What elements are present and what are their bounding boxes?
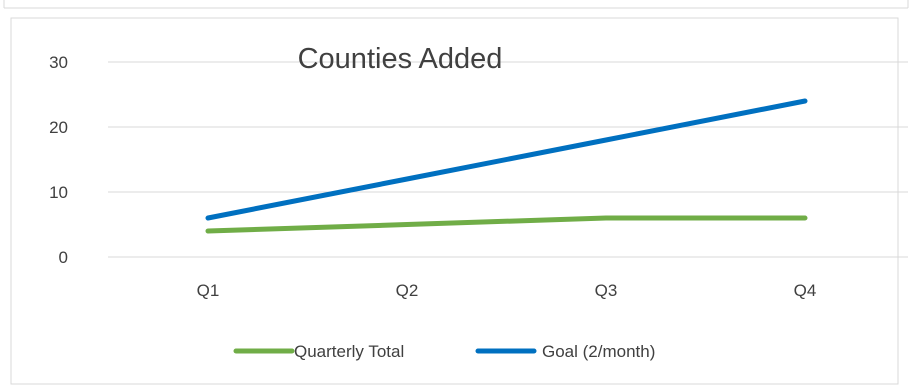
y-tick-label-30: 30 (49, 53, 68, 72)
x-tick-label-q2: Q2 (396, 281, 419, 300)
x-axis-tick-labels: Q1 Q2 Q3 Q4 (197, 281, 817, 300)
series-line-quarterly-total (205, 215, 808, 234)
chart-frame (10, 17, 899, 385)
chart-title: Counties Added (298, 43, 503, 75)
y-tick-label-10: 10 (49, 183, 68, 202)
y-tick-label-0: 0 (59, 248, 68, 267)
legend: Quarterly Total Goal (2/month) (233, 342, 655, 361)
legend-label-goal: Goal (2/month) (542, 342, 655, 361)
series-lines (205, 98, 808, 234)
x-tick-label-q3: Q3 (595, 281, 618, 300)
x-tick-label-q1: Q1 (197, 281, 220, 300)
y-axis-tick-labels: 0 10 20 30 (49, 53, 68, 267)
series-line-goal (205, 98, 808, 221)
y-tick-label-20: 20 (49, 118, 68, 137)
x-tick-label-q4: Q4 (794, 281, 817, 300)
gridlines (108, 61, 908, 258)
legend-label-quarterly-total: Quarterly Total (294, 342, 404, 361)
